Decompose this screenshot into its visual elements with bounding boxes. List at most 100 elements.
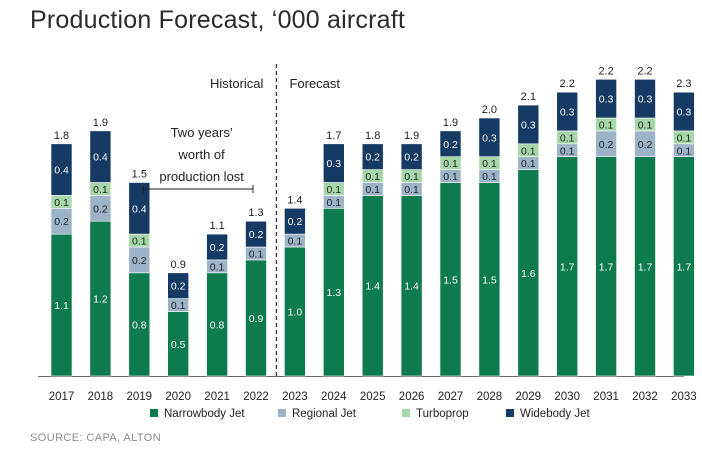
x-tick-label-2017: 2017 (49, 391, 75, 403)
total-label-2032: 2.2 (637, 65, 652, 77)
segment-label-2030-2: 0.1 (560, 145, 575, 157)
bar-segment-widebody-jet-2027 (439, 130, 462, 157)
total-label-2020: 0.9 (171, 259, 186, 271)
segment-label-2026-4: 0.2 (404, 152, 419, 164)
x-tick-label-2025: 2025 (360, 391, 386, 403)
segment-label-2031-3: 0.1 (599, 119, 614, 131)
source-note: SOURCE: CAPA, ALTON (30, 432, 162, 444)
segment-label-2026-1: 1.4 (404, 281, 419, 293)
segment-label-2033-4: 0.3 (677, 107, 692, 119)
segment-label-2022-4: 0.2 (249, 229, 264, 241)
historical-label: Historical (210, 76, 264, 91)
bar-segment-widebody-jet-2025 (361, 143, 384, 170)
x-tick-label-2023: 2023 (282, 391, 308, 403)
x-tick-label-2022: 2022 (243, 391, 269, 403)
segment-label-2029-3: 0.1 (521, 145, 536, 157)
segment-label-2029-2: 0.1 (521, 158, 536, 170)
segment-label-2033-3: 0.1 (677, 132, 692, 144)
lost-production-line1: Two years’ (171, 125, 233, 140)
total-label-2031: 2.2 (598, 65, 613, 77)
segment-label-2026-3: 0.1 (404, 171, 419, 183)
total-label-2019: 1.5 (132, 169, 147, 181)
segment-label-2017-4: 0.4 (54, 165, 69, 177)
bar-segment-widebody-jet-2017 (50, 143, 73, 196)
segment-label-2021-1: 0.8 (210, 319, 225, 331)
segment-label-2023-1: 1.0 (288, 307, 303, 319)
x-tick-label-2024: 2024 (321, 391, 347, 403)
segment-label-2028-2: 0.1 (482, 171, 497, 183)
segment-label-2024-2: 0.1 (326, 197, 341, 209)
segment-label-2025-2: 0.1 (365, 184, 380, 196)
x-tick-label-2032: 2032 (632, 391, 658, 403)
lost-production-line2: worth of (178, 147, 226, 162)
segment-label-2025-3: 0.1 (365, 171, 380, 183)
segment-label-2028-3: 0.1 (482, 158, 497, 170)
segment-label-2024-4: 0.3 (326, 158, 341, 170)
bar-segment-widebody-jet-2021 (206, 233, 228, 261)
total-label-2033: 2.3 (676, 78, 691, 90)
bar-segment-widebody-jet-2026 (400, 143, 423, 170)
segment-label-2020-1: 0.5 (171, 339, 186, 351)
segment-label-2020-4: 0.2 (171, 281, 186, 293)
x-tick-label-2021: 2021 (204, 391, 230, 403)
segment-label-2029-1: 1.6 (521, 268, 536, 280)
segment-label-2030-3: 0.1 (560, 132, 575, 144)
segment-label-2019-3: 0.1 (132, 236, 147, 248)
segment-label-2021-4: 0.2 (210, 242, 225, 254)
segment-label-2018-1: 1.2 (93, 294, 108, 306)
lost-production-line3: production lost (159, 169, 244, 184)
x-tick-label-2019: 2019 (127, 391, 153, 403)
total-label-2026: 1.9 (404, 130, 419, 142)
x-tick-label-2020: 2020 (165, 391, 191, 403)
segment-label-2021-2: 0.1 (210, 261, 225, 273)
segment-label-2028-4: 0.3 (482, 132, 497, 144)
total-label-2022: 1.3 (248, 207, 263, 219)
segment-label-2031-4: 0.3 (599, 94, 614, 106)
bar-segment-widebody-jet-2032 (634, 79, 656, 119)
segment-label-2032-1: 1.7 (638, 261, 653, 273)
segment-label-2032-4: 0.3 (638, 94, 653, 106)
legend-label-turboprop: Turboprop (416, 408, 469, 420)
forecast-label: Forecast (289, 76, 340, 91)
total-label-2024: 1.7 (326, 130, 341, 142)
total-label-2030: 2.2 (560, 78, 575, 90)
total-label-2025: 1.8 (365, 130, 380, 142)
chart-title: Production Forecast, ‘000 aircraft (30, 6, 406, 34)
segment-label-2027-3: 0.1 (443, 158, 458, 170)
legend-label-widebody-jet: Widebody Jet (520, 408, 590, 420)
total-label-2023: 1.4 (287, 194, 302, 206)
segment-label-2032-3: 0.1 (638, 119, 653, 131)
segment-label-2018-3: 0.1 (93, 184, 108, 196)
segment-label-2017-1: 1.1 (54, 300, 69, 312)
segment-label-2027-1: 1.5 (443, 274, 458, 286)
segment-label-2022-1: 0.9 (249, 313, 264, 325)
total-label-2027: 1.9 (443, 117, 458, 129)
segment-label-2028-1: 1.5 (482, 274, 497, 286)
segment-label-2030-4: 0.3 (560, 107, 575, 119)
segment-label-2023-4: 0.2 (288, 216, 303, 228)
segment-label-2032-2: 0.2 (638, 139, 653, 151)
segment-label-2031-1: 1.7 (599, 261, 614, 273)
segment-label-2017-3: 0.1 (54, 197, 69, 209)
segment-label-2027-2: 0.1 (443, 171, 458, 183)
legend-swatch-narrowbody-jet (150, 409, 158, 417)
bar-segment-widebody-jet-2031 (595, 79, 617, 119)
x-tick-label-2029: 2029 (516, 391, 542, 403)
bar-segment-widebody-jet-2028 (478, 117, 501, 158)
segment-label-2019-1: 0.8 (132, 319, 147, 331)
x-tick-label-2030: 2030 (554, 391, 580, 403)
segment-label-2029-4: 0.3 (521, 119, 536, 131)
legend-swatch-turboprop (402, 409, 410, 417)
x-tick-label-2026: 2026 (399, 391, 425, 403)
total-label-2028: 2.0 (482, 104, 497, 116)
legend-label-narrowbody-jet: Narrowbody Jet (164, 408, 245, 420)
bar-segment-widebody-jet-2019 (128, 182, 151, 235)
legend-swatch-widebody-jet (506, 409, 514, 417)
segment-label-2027-4: 0.2 (443, 139, 458, 151)
x-tick-label-2033: 2033 (671, 391, 697, 403)
segment-label-2033-2: 0.1 (677, 145, 692, 157)
bar-segment-widebody-jet-2020 (167, 272, 189, 299)
bar-segment-widebody-jet-2022 (245, 220, 267, 248)
segment-label-2018-2: 0.2 (93, 203, 108, 215)
